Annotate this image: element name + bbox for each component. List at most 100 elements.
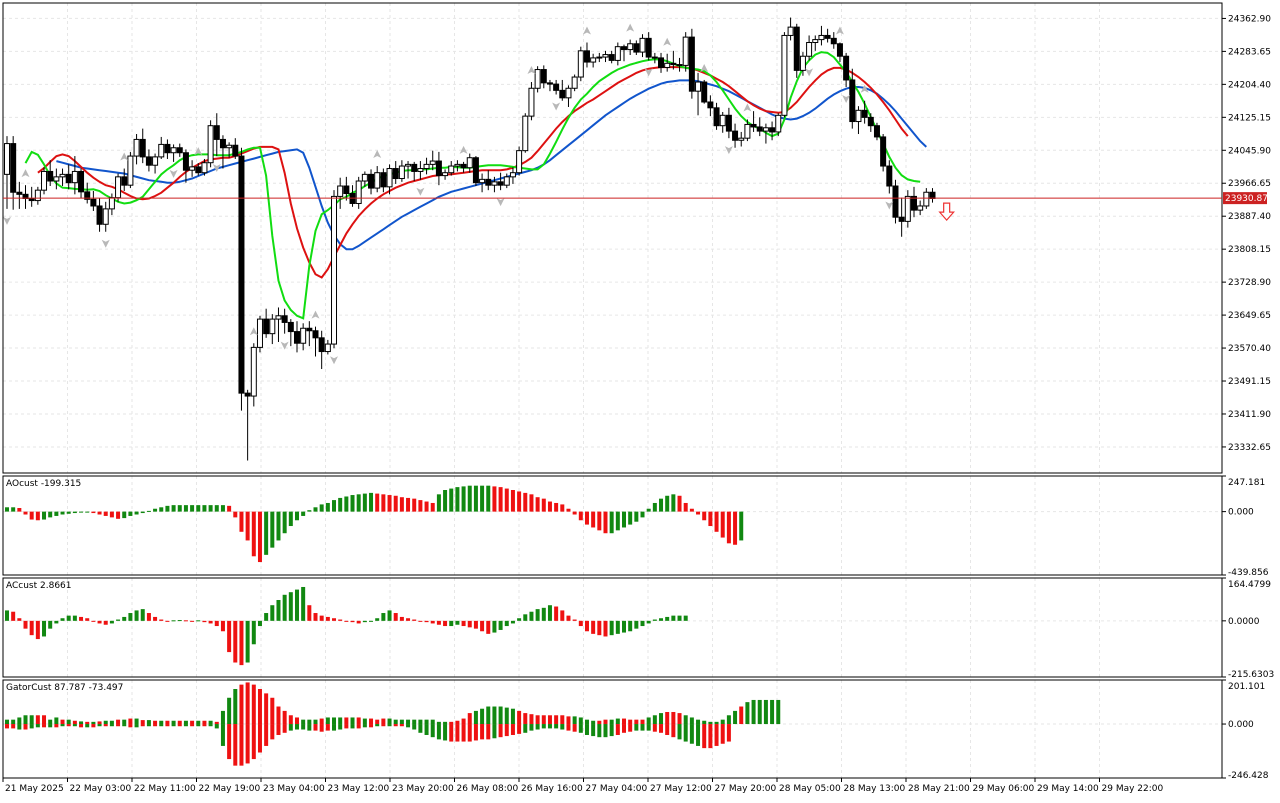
candle-body (917, 205, 924, 211)
gator-lower-bar (362, 724, 367, 728)
ac-bar (239, 620, 244, 666)
fractal-up-marker (582, 26, 591, 35)
gator-lower-bar (659, 724, 664, 733)
pane-frames (2, 2, 1223, 779)
ao-bar (492, 486, 497, 512)
ac-bar (66, 615, 71, 621)
gator-lower-bar (578, 724, 583, 733)
gator-lower-bar (430, 724, 435, 738)
gator-upper-bar (510, 708, 515, 725)
gator-lower-bar (455, 724, 460, 742)
ao-bar (473, 485, 478, 512)
gator-upper-bar (214, 721, 219, 725)
candle-body (522, 115, 529, 152)
x-tick-label: 28 May 05:00 (779, 784, 841, 794)
ao-bar (325, 502, 330, 512)
ac-bar (97, 620, 102, 624)
gator-upper-bar (369, 718, 374, 725)
gator-lower-bar (726, 724, 731, 742)
gator-lower-bar (257, 724, 262, 753)
gator-upper-bar (436, 721, 441, 725)
gator-lower-bar (665, 724, 670, 735)
candle-body (454, 163, 461, 167)
ac-bar (146, 613, 151, 621)
candle-body (898, 216, 905, 222)
gator-upper-bar (572, 716, 577, 725)
y-tick-label: 23808.15 (1228, 245, 1271, 255)
fractal-down-marker (842, 95, 851, 104)
gator-upper-bar (683, 715, 688, 725)
gator-upper-bar (257, 689, 262, 725)
ac-tick-label: -215.6303 (1228, 670, 1274, 680)
ao-bar (597, 511, 602, 531)
candle-body (244, 392, 251, 397)
gator-upper-bar (153, 720, 158, 725)
gator-lower-bar (109, 724, 114, 727)
gator-upper-bar (739, 706, 744, 725)
candle-body (719, 114, 726, 127)
gator-upper-bar (109, 720, 114, 725)
gator-upper-bar (356, 717, 361, 725)
gator-lower-bar (196, 724, 201, 727)
candle-body (553, 83, 560, 91)
gator-upper-bar (122, 719, 127, 725)
ao-bar (406, 497, 411, 512)
fractal-up-marker (527, 66, 536, 75)
ao-bar (60, 511, 65, 515)
ac-bar (116, 619, 121, 621)
gator-upper-bar (5, 719, 9, 725)
ao-bar (356, 494, 361, 512)
x-tick-label: 21 May 2025 (5, 784, 64, 794)
ao-bar (726, 511, 731, 544)
gator-lower-bar (294, 724, 299, 730)
ac-bar (517, 618, 522, 621)
y-tick-label: 23966.65 (1228, 179, 1271, 189)
ao-bar (578, 511, 583, 521)
gator-lower-bar (652, 724, 657, 732)
gator-lower-bar (480, 724, 485, 740)
ao-bar (498, 487, 503, 512)
candle-body (392, 168, 399, 180)
gator-lower-bar (103, 724, 108, 727)
ac-bar (362, 620, 367, 623)
candle-body (343, 185, 350, 194)
gator-upper-bar (480, 708, 485, 725)
gator-upper-bar (634, 719, 639, 725)
gator-lower-bar (214, 724, 219, 729)
ac-tick-label: 164.4799 (1228, 580, 1271, 590)
gator-upper-bar (671, 711, 676, 725)
candles (4, 17, 936, 461)
gator-lower-bar (424, 724, 429, 735)
ao-bar (190, 505, 195, 512)
ac-bar (578, 620, 583, 627)
ao-bar (659, 498, 664, 512)
gator-tick-label: 0.000 (1228, 720, 1254, 730)
y-tick-label: 23649.65 (1228, 311, 1271, 321)
ac-bar (443, 620, 448, 627)
ac-bar (387, 610, 392, 621)
gator-lower-bar (325, 724, 330, 731)
gator-lower-bar (584, 724, 589, 735)
gator-lower-bar (646, 724, 651, 731)
gator-upper-bar (455, 720, 460, 725)
candle-body (682, 36, 689, 66)
ao-bar (245, 511, 250, 541)
candle-body (534, 69, 541, 89)
candle-body (368, 173, 375, 189)
candle-body (664, 62, 671, 68)
candle-body (565, 87, 572, 99)
candle-body (769, 127, 776, 133)
gator-lower-bar (350, 724, 355, 729)
ao-bar (202, 505, 207, 512)
candle-body (442, 172, 449, 177)
ac-bar (153, 616, 158, 621)
gator-lower-bar (535, 724, 540, 730)
gator-upper-bar (276, 706, 281, 725)
candle-body (232, 144, 239, 157)
ac-bar (233, 620, 238, 663)
gator-upper-bar (282, 710, 287, 725)
x-tick-label: 23 May 12:00 (328, 784, 390, 794)
candle-body (34, 189, 41, 202)
candle-body (207, 125, 214, 164)
